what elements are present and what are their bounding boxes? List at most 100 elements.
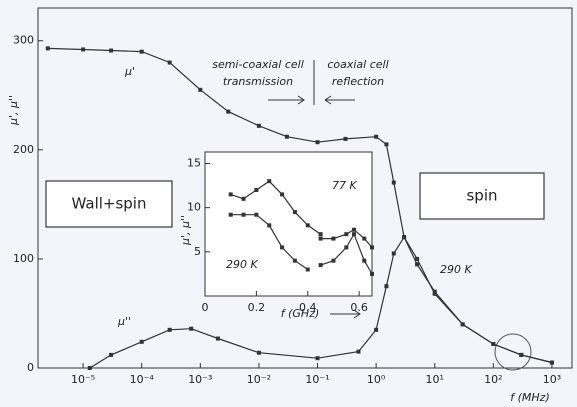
data-point	[415, 262, 420, 267]
data-point	[139, 339, 144, 344]
data-point	[391, 251, 396, 256]
data-point	[402, 235, 407, 240]
data-point	[87, 366, 92, 370]
data-point	[432, 291, 437, 296]
y-tick-label: 0	[27, 361, 34, 374]
data-point	[305, 223, 310, 228]
data-point	[491, 342, 496, 346]
data-point	[384, 142, 389, 147]
data-point	[81, 47, 86, 52]
x-tick-label: 10⁻²	[247, 373, 271, 386]
data-point	[305, 267, 310, 272]
plot-frame	[37, 7, 573, 369]
data-point	[256, 123, 261, 128]
annotation: transmission	[223, 75, 293, 88]
data-point	[318, 236, 323, 241]
data-point	[198, 87, 203, 92]
y-axis-label: μ', μ''	[7, 95, 20, 126]
x-tick-label: 0	[202, 301, 209, 314]
data-point	[315, 356, 320, 361]
x-tick-label: 10⁻³	[188, 373, 212, 386]
y-tick-label: 10	[187, 201, 201, 214]
highlight-circle	[494, 333, 532, 371]
data-point	[241, 196, 246, 201]
data-point	[109, 48, 114, 53]
data-point	[167, 60, 172, 65]
data-point	[352, 232, 357, 237]
data-point	[267, 179, 272, 184]
data-point	[370, 271, 374, 276]
data-point	[215, 336, 220, 341]
x-tick-label: 10³	[543, 373, 561, 386]
data-point	[109, 352, 114, 357]
annotation: spin	[466, 187, 497, 205]
data-point	[280, 245, 285, 250]
annotation: coaxial cell	[327, 58, 388, 71]
series-label: μ''	[117, 315, 131, 328]
data-point	[374, 327, 379, 332]
data-point	[356, 349, 361, 354]
data-point	[352, 227, 357, 232]
annotation: reflection	[332, 75, 384, 88]
annotation: semi-coaxial cell	[212, 58, 304, 71]
data-point	[384, 284, 389, 289]
data-point	[344, 232, 349, 237]
data-point	[374, 134, 379, 139]
data-point	[139, 49, 144, 54]
y-tick-label: 100	[13, 252, 34, 265]
data-point	[415, 256, 420, 261]
data-point	[254, 187, 259, 192]
data-point	[432, 289, 437, 294]
text-box	[419, 172, 545, 220]
x-axis-label: f (MHz)	[510, 391, 550, 404]
x-tick-label: 10⁻⁴	[130, 373, 155, 386]
data-point	[45, 46, 50, 51]
data-point	[228, 192, 233, 197]
data-point	[226, 109, 231, 114]
x-tick-label: 0.6	[350, 301, 368, 314]
y-tick-label: 5	[194, 245, 201, 258]
data-point	[549, 360, 554, 365]
x-tick-label: 10⁰	[367, 373, 386, 386]
inset-frame	[204, 151, 373, 297]
x-tick-label: 0.4	[299, 301, 317, 314]
data-point	[331, 258, 336, 263]
x-tick-label: 10⁻¹	[305, 373, 329, 386]
data-point	[280, 192, 285, 197]
data-point	[362, 236, 367, 241]
data-point	[519, 352, 524, 357]
data-point	[254, 212, 259, 217]
arrows	[268, 95, 355, 105]
data-point	[344, 245, 349, 250]
data-point	[189, 326, 194, 331]
inset-x-label: f (GHz)	[281, 307, 320, 320]
data-point	[318, 263, 323, 268]
series-line	[230, 180, 321, 235]
data-point	[370, 245, 374, 250]
text-box	[45, 180, 173, 228]
data-point	[228, 212, 233, 217]
data-point	[292, 210, 297, 215]
data-point	[331, 236, 336, 241]
y-tick-label: 200	[13, 143, 34, 156]
x-tick-label: 0.2	[248, 301, 266, 314]
x-tick-label: 10²	[484, 373, 502, 386]
inset-annotation: 77 K	[332, 179, 357, 192]
annotation: 290 K	[440, 263, 472, 276]
data-point	[318, 232, 323, 237]
data-point	[343, 136, 348, 141]
series-line	[320, 232, 373, 275]
data-point	[391, 180, 396, 185]
data-point	[267, 223, 272, 228]
x-tick-label: 10¹	[426, 373, 444, 386]
x-tick-label: 10⁻⁵	[71, 373, 95, 386]
data-point	[256, 350, 261, 355]
inset-annotation: 290 K	[226, 258, 258, 271]
y-tick-label: 15	[187, 156, 201, 169]
data-point	[292, 258, 297, 263]
annotation: Wall+spin	[72, 195, 147, 213]
data-point	[241, 212, 246, 217]
data-point	[362, 258, 367, 263]
data-point	[167, 327, 172, 332]
